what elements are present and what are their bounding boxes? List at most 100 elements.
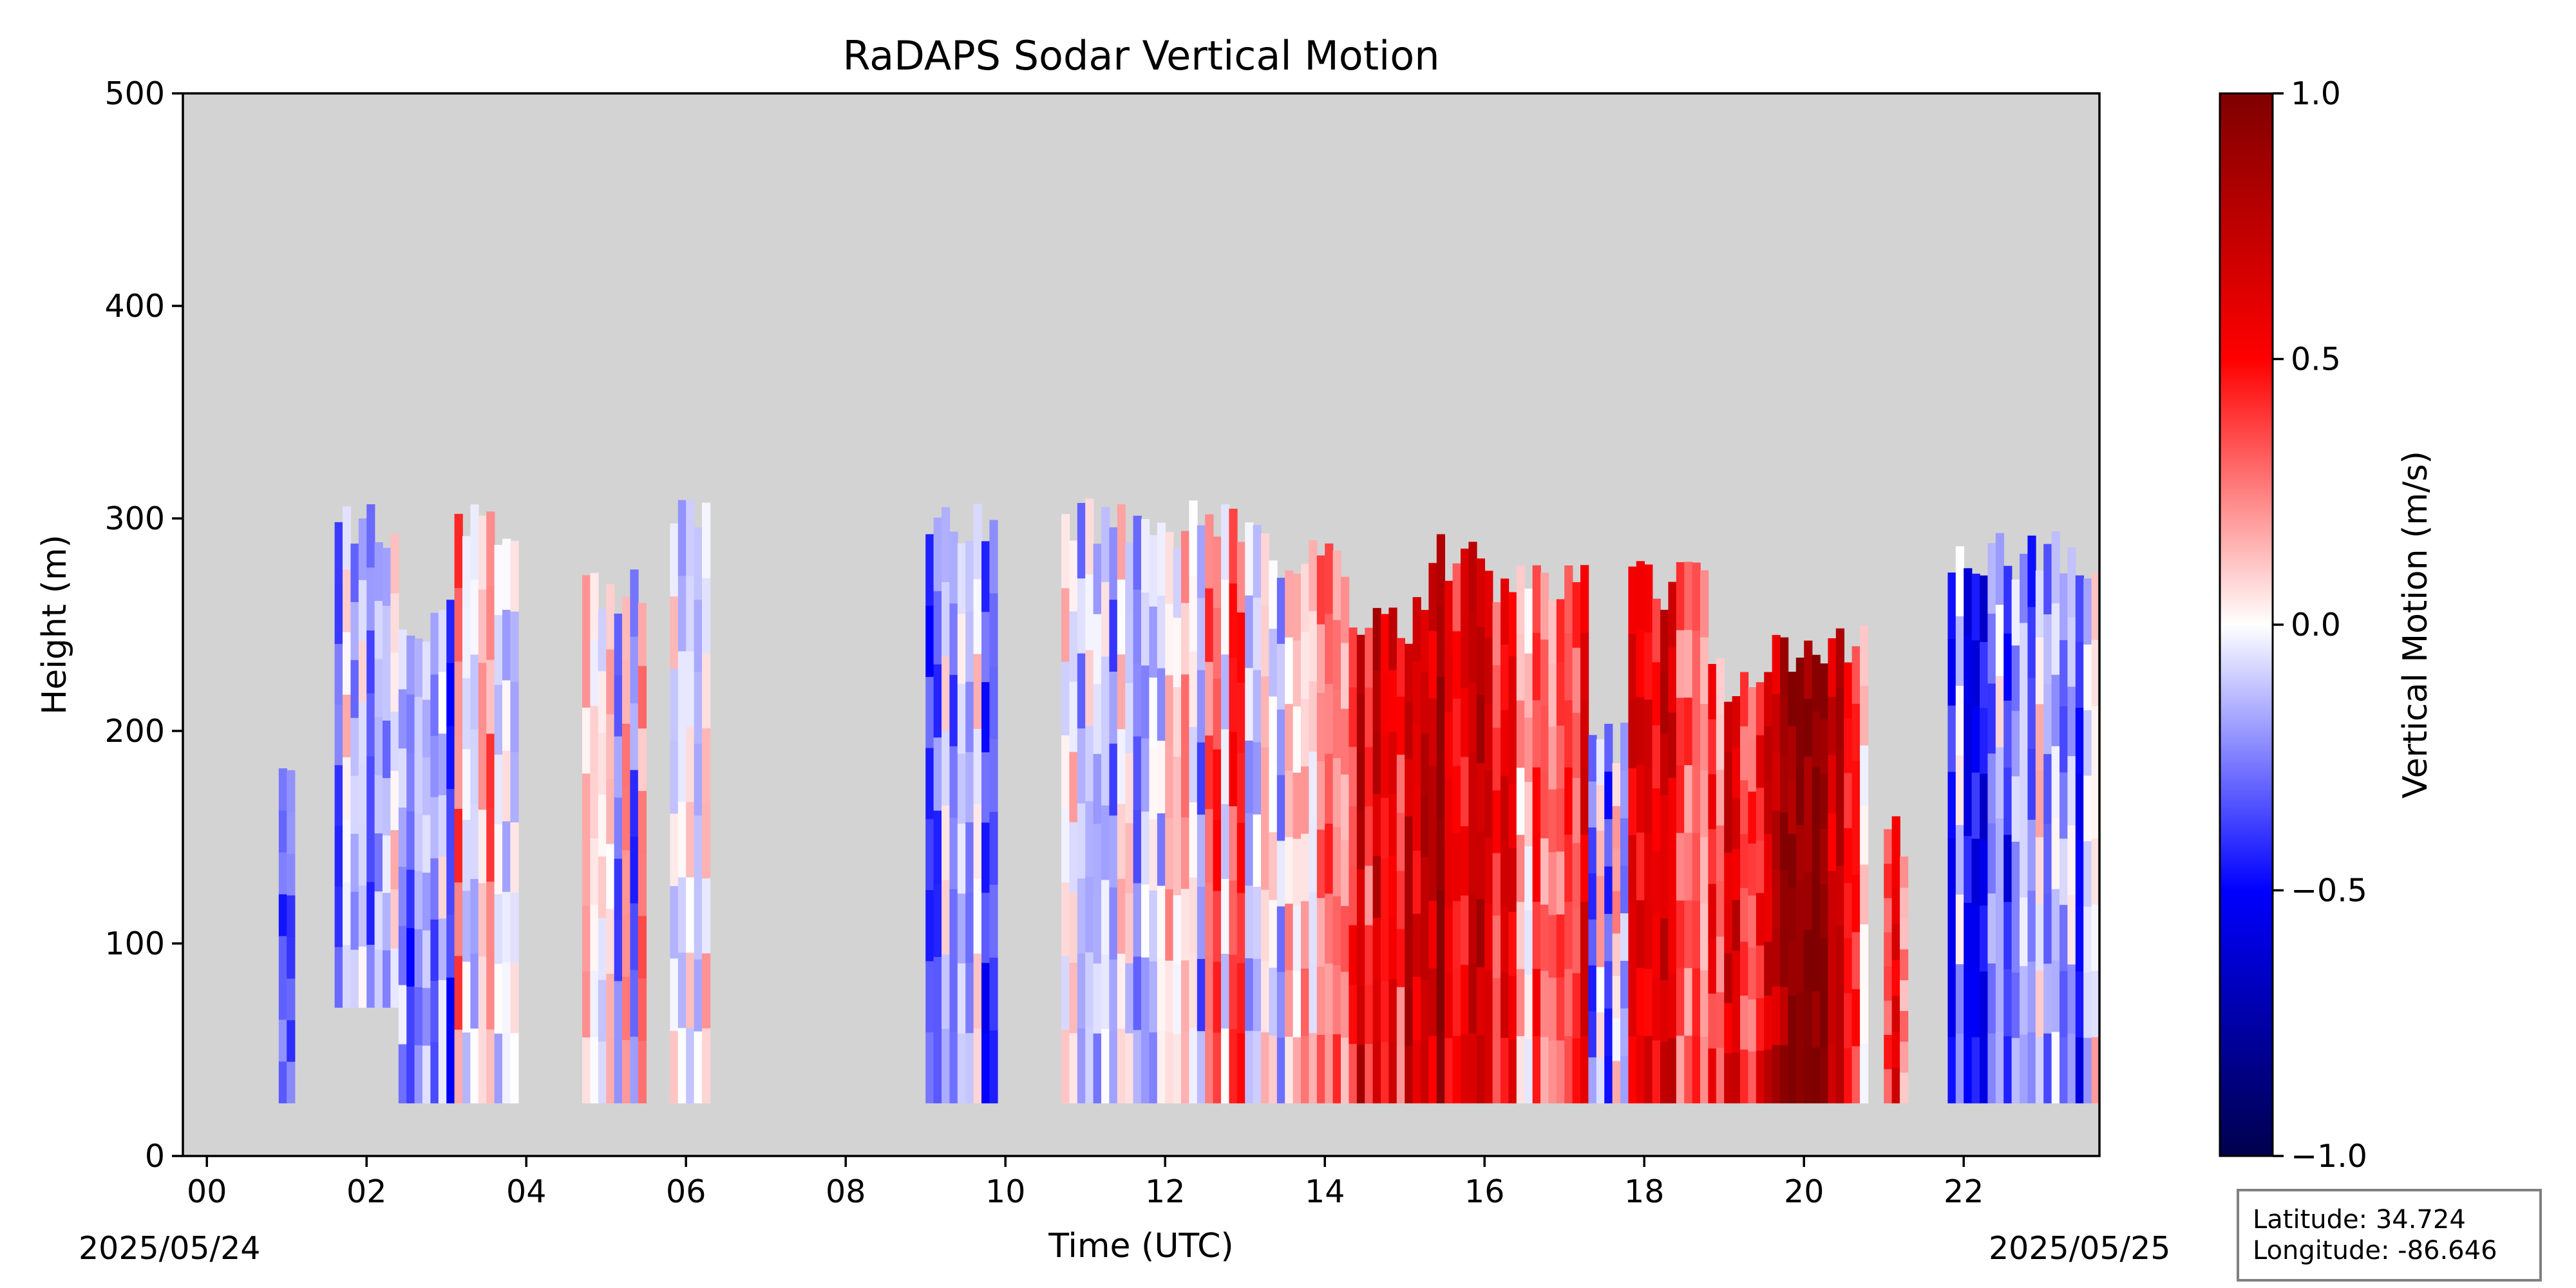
field-cell	[2091, 705, 2099, 773]
field-cell	[1812, 710, 1821, 768]
field-cell	[1995, 818, 2004, 890]
field-cell	[2067, 825, 2076, 895]
field-cell	[1461, 826, 1470, 896]
field-cell	[1788, 887, 1797, 942]
field-cell	[374, 775, 383, 834]
field-cell	[1947, 904, 1956, 971]
field-cell	[702, 878, 711, 954]
field-cell	[1356, 1044, 1365, 1104]
field-cell	[1612, 890, 1621, 934]
field-cell	[1197, 958, 1206, 1032]
field-cell	[470, 953, 479, 1029]
field-cell	[1444, 646, 1454, 712]
field-cell	[1516, 767, 1525, 835]
field-cell	[1572, 972, 1581, 1039]
field-cell	[1964, 568, 1973, 636]
field-cell	[1197, 886, 1206, 960]
field-cell	[702, 952, 711, 1028]
field-cell	[606, 843, 615, 909]
field-cell	[1628, 633, 1637, 701]
field-cell	[1468, 822, 1477, 893]
field-cell	[374, 542, 383, 601]
field-cell	[1141, 811, 1150, 885]
field-cell	[2035, 703, 2044, 771]
field-cell	[1501, 840, 1510, 907]
field-cell	[598, 979, 607, 1042]
field-cell	[1301, 900, 1310, 969]
field-cell	[949, 888, 958, 961]
x-tick-label: 20	[1784, 1173, 1824, 1210]
field-cell	[1564, 834, 1573, 902]
x-axis-ticks: 00 02 04 06 08 10 12 14 16 18 20 22	[187, 1156, 1984, 1210]
field-cell	[614, 980, 623, 1043]
field-cell	[390, 770, 399, 830]
field-cell	[383, 605, 392, 663]
field-cell	[406, 1044, 415, 1104]
field-cell	[614, 919, 623, 981]
field-cell	[1388, 855, 1397, 918]
field-cell	[1452, 833, 1461, 902]
field-cell	[1572, 842, 1581, 909]
x-tick-label: 18	[1624, 1173, 1664, 1210]
field-cell	[1620, 913, 1629, 961]
field-cell	[1580, 632, 1589, 700]
field-cell	[1508, 783, 1517, 848]
field-cell	[1436, 534, 1445, 606]
field-cell	[1596, 1012, 1605, 1058]
field-cell	[2075, 971, 2084, 1037]
field-cell	[1556, 599, 1565, 663]
field-cell	[1444, 842, 1454, 908]
field-cell	[677, 726, 687, 802]
field-cell	[1293, 639, 1302, 707]
field-cell	[1900, 857, 1909, 888]
field-cell	[1405, 873, 1414, 931]
field-cell	[1157, 595, 1166, 668]
field-cell	[1980, 575, 1989, 642]
field-cell	[1900, 918, 1909, 950]
field-cell	[1524, 781, 1533, 846]
field-cell	[1971, 838, 1980, 905]
field-cell	[287, 853, 296, 896]
field-cell	[582, 1037, 591, 1104]
field-cell	[1524, 589, 1533, 654]
field-cell	[2003, 565, 2012, 634]
field-cell	[677, 1027, 687, 1104]
field-cell	[494, 893, 503, 964]
field-cell	[343, 569, 352, 632]
field-cell	[925, 534, 934, 606]
field-cell	[1596, 875, 1605, 922]
field-cell	[390, 889, 399, 949]
field-cell	[2067, 616, 2076, 687]
field-cell	[1492, 852, 1501, 916]
field-cell	[1221, 803, 1230, 879]
field-cell	[1501, 972, 1510, 1038]
field-cell	[677, 575, 687, 652]
field-cell	[1484, 637, 1493, 705]
field-cell	[1405, 758, 1414, 817]
field-cell	[1812, 1046, 1821, 1104]
field-cell	[1388, 607, 1397, 670]
field-cell	[1660, 856, 1669, 919]
data-segment	[2020, 531, 2099, 1104]
field-cell	[1580, 699, 1589, 768]
field-cell	[957, 543, 966, 614]
field-cell	[2051, 1031, 2060, 1104]
field-cell	[1795, 658, 1804, 714]
field-cell	[334, 643, 343, 705]
field-cell	[1085, 1027, 1094, 1104]
field-cell	[438, 733, 447, 795]
field-cell	[1412, 660, 1421, 724]
data-segment	[1947, 533, 2020, 1104]
field-cell	[1293, 838, 1302, 905]
field-cell	[1740, 941, 1749, 996]
field-cell	[478, 809, 487, 884]
field-cell	[1452, 563, 1461, 632]
field-cell	[973, 878, 982, 954]
field-cell	[2083, 578, 2092, 645]
field-cell	[1205, 735, 1214, 810]
field-cell	[430, 980, 439, 1043]
field-cell	[1316, 966, 1325, 1035]
field-cell	[374, 600, 383, 659]
field-cell	[1716, 1047, 1725, 1104]
field-cell	[2027, 819, 2036, 891]
